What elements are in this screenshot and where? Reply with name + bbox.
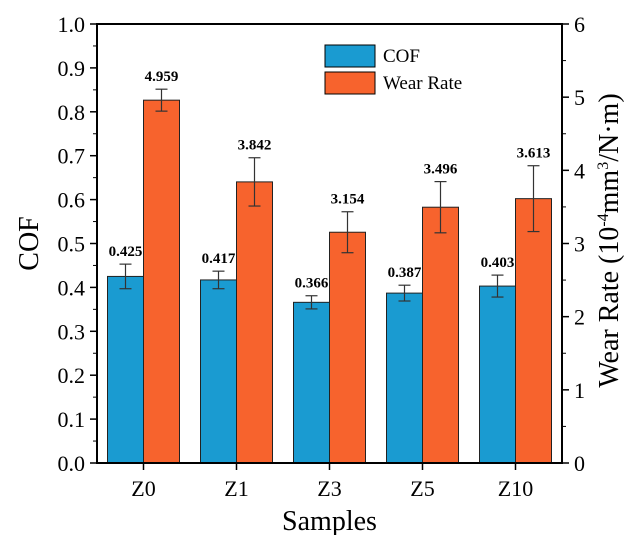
y2-tick-label: 4: [574, 158, 585, 183]
bar-wear-rate-z0: [143, 99, 180, 464]
bar-cof-z0: [107, 275, 144, 464]
data-label-wear-rate-z0: 4.959: [145, 69, 179, 85]
error-bar-cof-z10: [491, 274, 504, 298]
error-bar-wear-rate-z1: [248, 157, 261, 207]
bar-cof-z10: [479, 285, 516, 464]
data-label-wear-rate-z1: 3.842: [238, 138, 272, 154]
error-bar-wear-rate-z10: [527, 165, 540, 233]
error-bar-cof-z0: [119, 263, 132, 290]
y2-axis-title: Wear Rate (10-4mm3/N·m): [594, 93, 625, 387]
bar-wear-rate-z10: [515, 198, 552, 464]
error-bars-layer: [119, 88, 540, 310]
bars-layer: [107, 99, 552, 464]
error-bar-wear-rate-z0: [155, 88, 168, 112]
x-tick-label-z0: Z0: [131, 476, 155, 501]
legend: COF Wear Rate: [324, 44, 462, 95]
data-label-cof-z3: 0.366: [295, 276, 329, 292]
legend-swatch-cof: [324, 44, 376, 68]
data-label-wear-rate-z5: 3.496: [424, 162, 458, 178]
ticks-layer: Z0 Z1 Z3 Z5 Z10 0.0 0.1 0.2 0.3 0.4 0.5 0.6 0.7 0.8 0.…: [58, 12, 586, 501]
y-tick-label: 0.1: [58, 407, 86, 432]
y-tick-label: 0.4: [58, 275, 86, 300]
data-label-cof-z10: 0.403: [481, 255, 515, 271]
y-tick-label: 0.0: [58, 451, 86, 476]
y-tick-label: 0.5: [58, 232, 86, 257]
x-tick-label-z5: Z5: [410, 476, 434, 501]
error-bar-wear-rate-z3: [341, 211, 354, 254]
y2-tick-label: 6: [574, 12, 585, 37]
error-bar-cof-z1: [212, 270, 225, 290]
y-tick-label: 0.2: [58, 363, 86, 388]
y-tick-label: 0.8: [58, 100, 86, 125]
x-tick-label-z3: Z3: [317, 476, 341, 501]
bar-wear-rate-z1: [236, 181, 273, 464]
x-tick-label-z10: Z10: [498, 476, 533, 501]
x-tick-label-z1: Z1: [224, 476, 248, 501]
y2-tick-label: 5: [574, 85, 585, 110]
legend-label-cof: COF: [383, 46, 420, 67]
bar-cof-z3: [293, 301, 330, 464]
y2-tick-label: 1: [574, 378, 585, 403]
y-tick-label: 0.9: [58, 56, 86, 81]
y-axis-title: COF: [14, 216, 45, 270]
data-label-cof-z5: 0.387: [388, 265, 422, 281]
data-labels-layer: 0.425 4.959 0.417 3.842 0.366 3.154 0.387 3.496…: [109, 69, 551, 292]
legend-label-wear-rate: Wear Rate: [383, 73, 462, 94]
y-tick-label: 0.3: [58, 319, 86, 344]
legend-swatch-wear-rate: [324, 71, 376, 95]
data-label-cof-z0: 0.425: [109, 244, 143, 260]
bar-wear-rate-z5: [422, 206, 459, 464]
y-tick-label: 0.6: [58, 188, 86, 213]
y-tick-label: 1.0: [58, 12, 86, 37]
y2-tick-label: 0: [574, 451, 585, 476]
data-label-wear-rate-z3: 3.154: [331, 192, 365, 208]
bar-wear-rate-z3: [329, 231, 366, 464]
data-label-wear-rate-z10: 3.613: [517, 146, 551, 162]
y-tick-label: 0.7: [58, 144, 86, 169]
error-bar-cof-z5: [398, 284, 411, 302]
error-bar-wear-rate-z5: [434, 181, 447, 234]
data-label-cof-z1: 0.417: [202, 251, 236, 267]
bar-cof-z1: [200, 279, 237, 464]
bar-cof-z5: [386, 292, 423, 464]
error-bar-cof-z3: [305, 295, 318, 310]
y2-tick-label: 3: [574, 232, 585, 257]
x-axis-title: Samples: [282, 506, 377, 535]
y2-tick-label: 2: [574, 305, 585, 330]
